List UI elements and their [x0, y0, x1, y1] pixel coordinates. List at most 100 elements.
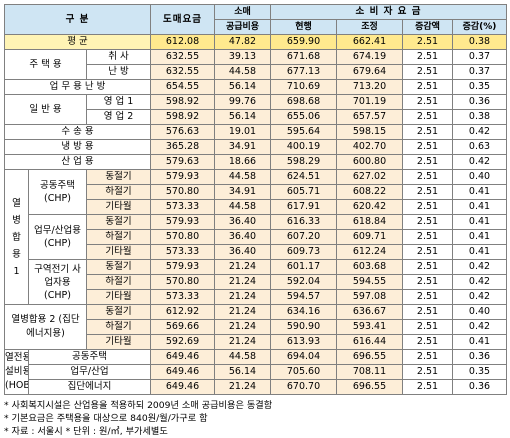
header-increase-pct: 증감(%)	[452, 19, 507, 35]
value-cell: 612.24	[336, 244, 403, 260]
value-cell: 21.24	[214, 319, 271, 335]
group-label: 구역전기 사업자용 (CHP)	[28, 259, 87, 305]
value-cell: 0.41	[452, 229, 507, 245]
value-cell: 579.93	[150, 214, 215, 230]
value-cell: 2.51	[402, 184, 453, 200]
value-cell: 0.42	[452, 154, 507, 170]
value-cell: 576.63	[150, 124, 215, 140]
value-cell: 594.57	[270, 289, 337, 305]
table-row: 하절기 570.80 21.24 592.04 594.55 2.51 0.42	[5, 274, 507, 290]
table-row: 업무/산업 649.46 56.14 705.60 708.11 2.51 0.35	[5, 364, 507, 380]
header-adjusted: 조정	[336, 19, 403, 35]
value-cell: 2.51	[402, 334, 453, 350]
value-cell: 609.73	[270, 244, 337, 260]
value-cell: 2.51	[402, 379, 453, 395]
group-label: 업무/산업용 (CHP)	[28, 214, 87, 260]
value-cell: 600.80	[336, 154, 403, 170]
value-cell: 595.64	[270, 124, 337, 140]
value-cell: 613.93	[270, 334, 337, 350]
header-current: 현행	[270, 19, 337, 35]
value-cell: 671.68	[270, 49, 337, 65]
header-supply-line2: 공급비용	[214, 19, 271, 35]
value-cell: 632.55	[150, 64, 215, 80]
value-cell: 2.51	[402, 199, 453, 215]
value-cell: 620.42	[336, 199, 403, 215]
table-row: 업 무 용 난 방 654.55 56.14 710.69 713.20 2.51 0.35	[4, 79, 507, 95]
value-cell: 2.51	[402, 259, 453, 275]
value-cell: 694.04	[270, 349, 337, 365]
value-cell: 696.55	[336, 379, 403, 395]
footnote: * 기본요금은 주택용을 대상으로 840원/월/가구로 함	[4, 413, 208, 424]
value-cell: 2.51	[402, 274, 453, 290]
value-cell: 2.51	[402, 34, 453, 50]
table-row: 집단에너지 649.46 21.24 670.70 696.55 2.51 0.36	[5, 379, 507, 395]
group-label: 일 반 용	[4, 94, 87, 125]
value-cell: 713.20	[336, 79, 403, 95]
value-cell: 2.51	[402, 214, 453, 230]
value-cell: 662.41	[336, 34, 403, 50]
value-cell: 617.91	[270, 199, 337, 215]
value-cell: 573.33	[150, 289, 215, 305]
value-cell: 0.40	[452, 304, 507, 320]
value-cell: 0.36	[452, 379, 507, 395]
value-cell: 19.01	[214, 124, 271, 140]
sub-label: 공동주택	[28, 349, 151, 365]
value-cell: 624.51	[270, 169, 337, 185]
value-cell: 710.69	[270, 79, 337, 95]
value-cell: 616.33	[270, 214, 337, 230]
value-cell: 649.46	[150, 364, 215, 380]
value-cell: 570.80	[150, 184, 215, 200]
value-cell: 56.14	[214, 79, 271, 95]
group-label: 주 택 용	[4, 49, 87, 80]
value-cell: 649.46	[150, 379, 215, 395]
value-cell: 18.66	[214, 154, 271, 170]
table-row: 열병합용 2 (집단에너지용) 동절기 612.92 21.24 634.16 636.6…	[4, 304, 507, 350]
header-row-1: 구 분 도매요금 소매 소 비 자 요 금	[4, 4, 507, 35]
value-cell: 579.93	[150, 259, 215, 275]
value-cell: 21.24	[214, 289, 271, 305]
value-cell: 2.51	[402, 79, 453, 95]
value-cell: 696.55	[336, 349, 403, 365]
table-row: 업무/산업용 (CHP) 동절기 579.93 36.40 616.33 618.84 2.…	[5, 214, 507, 260]
sub-label: 집단에너지	[28, 379, 151, 395]
value-cell: 402.70	[336, 139, 403, 155]
value-cell: 0.42	[452, 124, 507, 140]
rate-table-container: 구 분 도매요금 소매 소 비 자 요 금 공급비용 현행 조정 증감액 증감(…	[4, 4, 507, 438]
value-cell: 0.41	[452, 199, 507, 215]
value-cell: 569.66	[150, 319, 215, 335]
value-cell: 36.40	[214, 244, 271, 260]
value-cell: 2.51	[402, 289, 453, 305]
value-cell: 0.41	[452, 214, 507, 230]
sub-label: 기타월	[86, 244, 151, 260]
value-cell: 56.14	[214, 364, 271, 380]
value-cell: 601.17	[270, 259, 337, 275]
group-label: 공동주택 (CHP)	[28, 169, 87, 215]
value-cell: 2.51	[402, 109, 453, 125]
sub-label: 동절기	[86, 259, 151, 275]
table-row: 수 송 용 576.63 19.01 595.64 598.15 2.51 0.42	[4, 124, 507, 140]
value-cell: 679.64	[336, 64, 403, 80]
row-label: 평 균	[4, 34, 151, 50]
gas-rate-table: 구 분 도매요금 소매 소 비 자 요 금 공급비용 현행 조정 증감액 증감(…	[4, 4, 507, 395]
value-cell: 44.58	[214, 64, 271, 80]
value-cell: 2.51	[402, 169, 453, 185]
value-cell: 649.46	[150, 349, 215, 365]
value-cell: 609.71	[336, 229, 403, 245]
value-cell: 0.35	[452, 79, 507, 95]
sub-label: 하절기	[86, 319, 151, 335]
value-cell: 0.42	[452, 289, 507, 305]
sub-label: 동절기	[86, 169, 151, 185]
header-wholesale: 도매요금	[150, 4, 215, 35]
value-cell: 0.41	[452, 244, 507, 260]
header-increase-amount: 증감액	[402, 19, 453, 35]
value-cell: 44.58	[214, 349, 271, 365]
value-cell: 654.55	[150, 79, 215, 95]
value-cell: 618.84	[336, 214, 403, 230]
side-label-line: 열전용	[5, 352, 28, 363]
value-cell: 0.41	[452, 184, 507, 200]
value-cell: 2.51	[402, 349, 453, 365]
value-cell: 597.08	[336, 289, 403, 305]
value-cell: 708.11	[336, 364, 403, 380]
value-cell: 0.38	[452, 109, 507, 125]
table-row: 열 병 합 용 1 공동주택 (CHP) 동절기 579.93 44.58 624.51 627.0…	[4, 169, 507, 305]
